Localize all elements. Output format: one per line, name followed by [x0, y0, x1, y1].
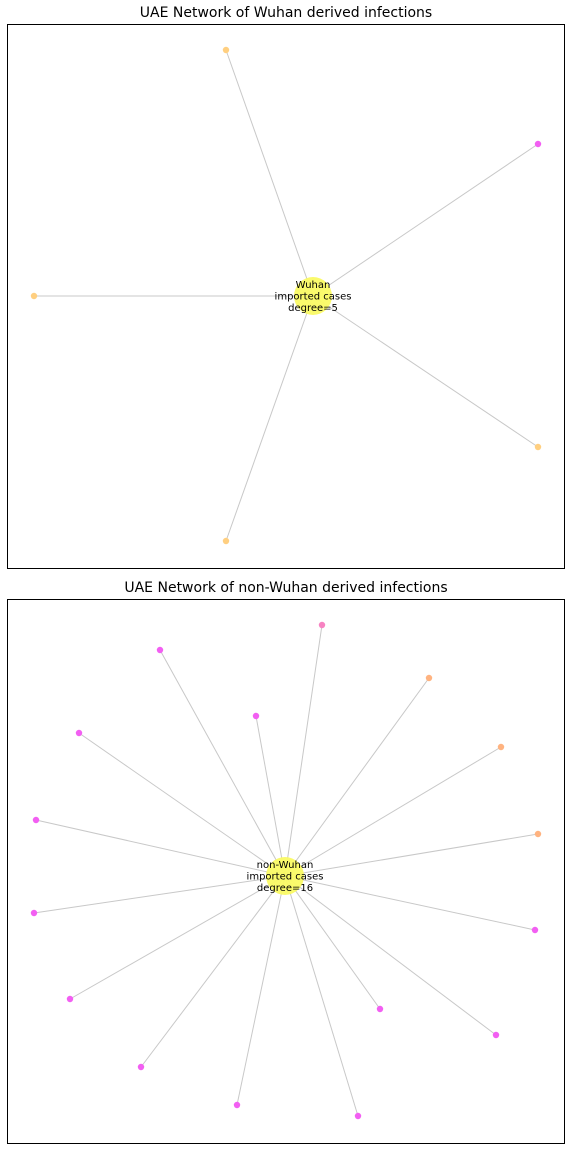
graph-title-non-wuhan: UAE Network of non-Wuhan derived infecti…: [124, 580, 448, 596]
wuhan-edge-1: [225, 49, 314, 297]
non-wuhan-leaf-node-8: [534, 830, 542, 838]
non-wuhan-hub-node: [266, 857, 304, 895]
non-wuhan-edge-3: [255, 715, 286, 877]
non-wuhan-leaf-node-6: [497, 743, 505, 751]
non-wuhan-edge-1: [284, 624, 323, 877]
wuhan-edge-5: [225, 295, 314, 542]
non-wuhan-leaf-node-11: [66, 995, 74, 1003]
non-wuhan-hub-label-line-1: non-Wuhan: [257, 860, 314, 871]
non-wuhan-leaf-node-12: [376, 1005, 384, 1013]
wuhan-edge-4: [312, 295, 539, 448]
non-wuhan-leaf-node-10: [531, 926, 539, 934]
non-wuhan-leaf-node-7: [32, 816, 40, 824]
non-wuhan-leaf-node-4: [425, 674, 433, 682]
non-wuhan-edge-12: [284, 875, 381, 1010]
non-wuhan-leaf-node-15: [233, 1101, 241, 1109]
non-wuhan-leaf-node-3: [252, 712, 260, 720]
wuhan-leaf-node-1: [222, 46, 230, 54]
non-wuhan-leaf-node-5: [75, 729, 83, 737]
non-wuhan-edge-16: [284, 875, 359, 1117]
wuhan-leaf-node-4: [534, 443, 542, 451]
non-wuhan-edge-8: [284, 833, 539, 877]
wuhan-hub-label-line-2: imported cases: [275, 292, 352, 303]
non-wuhan-edge-10: [284, 875, 536, 931]
wuhan-leaf-node-2: [534, 140, 542, 148]
non-wuhan-edge-4: [284, 677, 430, 877]
non-wuhan-edge-5: [78, 732, 286, 877]
wuhan-edge-2: [312, 143, 539, 297]
wuhan-hub-label-line-3: degree=5: [288, 303, 338, 314]
non-wuhan-edge-2: [159, 649, 286, 877]
non-wuhan-leaf-node-16: [354, 1112, 362, 1120]
wuhan-leaf-node-3: [30, 292, 38, 300]
wuhan-hub-label-line-1: Wuhan: [296, 280, 331, 291]
non-wuhan-edge-7: [35, 819, 286, 877]
wuhan-hub-node: [294, 277, 332, 315]
non-wuhan-edge-9: [33, 875, 286, 914]
non-wuhan-edge-6: [284, 746, 502, 877]
wuhan-leaf-node-5: [222, 537, 230, 545]
non-wuhan-edge-14: [140, 875, 286, 1068]
non-wuhan-edge-13: [284, 875, 497, 1036]
non-wuhan-hub-label-line-2: imported cases: [247, 872, 324, 883]
non-wuhan-edge-11: [69, 875, 286, 1000]
non-wuhan-leaf-node-13: [492, 1031, 500, 1039]
non-wuhan-hub-label-line-3: degree=16: [257, 883, 313, 894]
non-wuhan-leaf-node-14: [137, 1063, 145, 1071]
non-wuhan-leaf-node-9: [30, 909, 38, 917]
non-wuhan-edge-15: [236, 875, 286, 1106]
non-wuhan-leaf-node-1: [318, 621, 326, 629]
graph-title-wuhan: UAE Network of Wuhan derived infections: [139, 5, 433, 21]
non-wuhan-leaf-node-2: [156, 646, 164, 654]
